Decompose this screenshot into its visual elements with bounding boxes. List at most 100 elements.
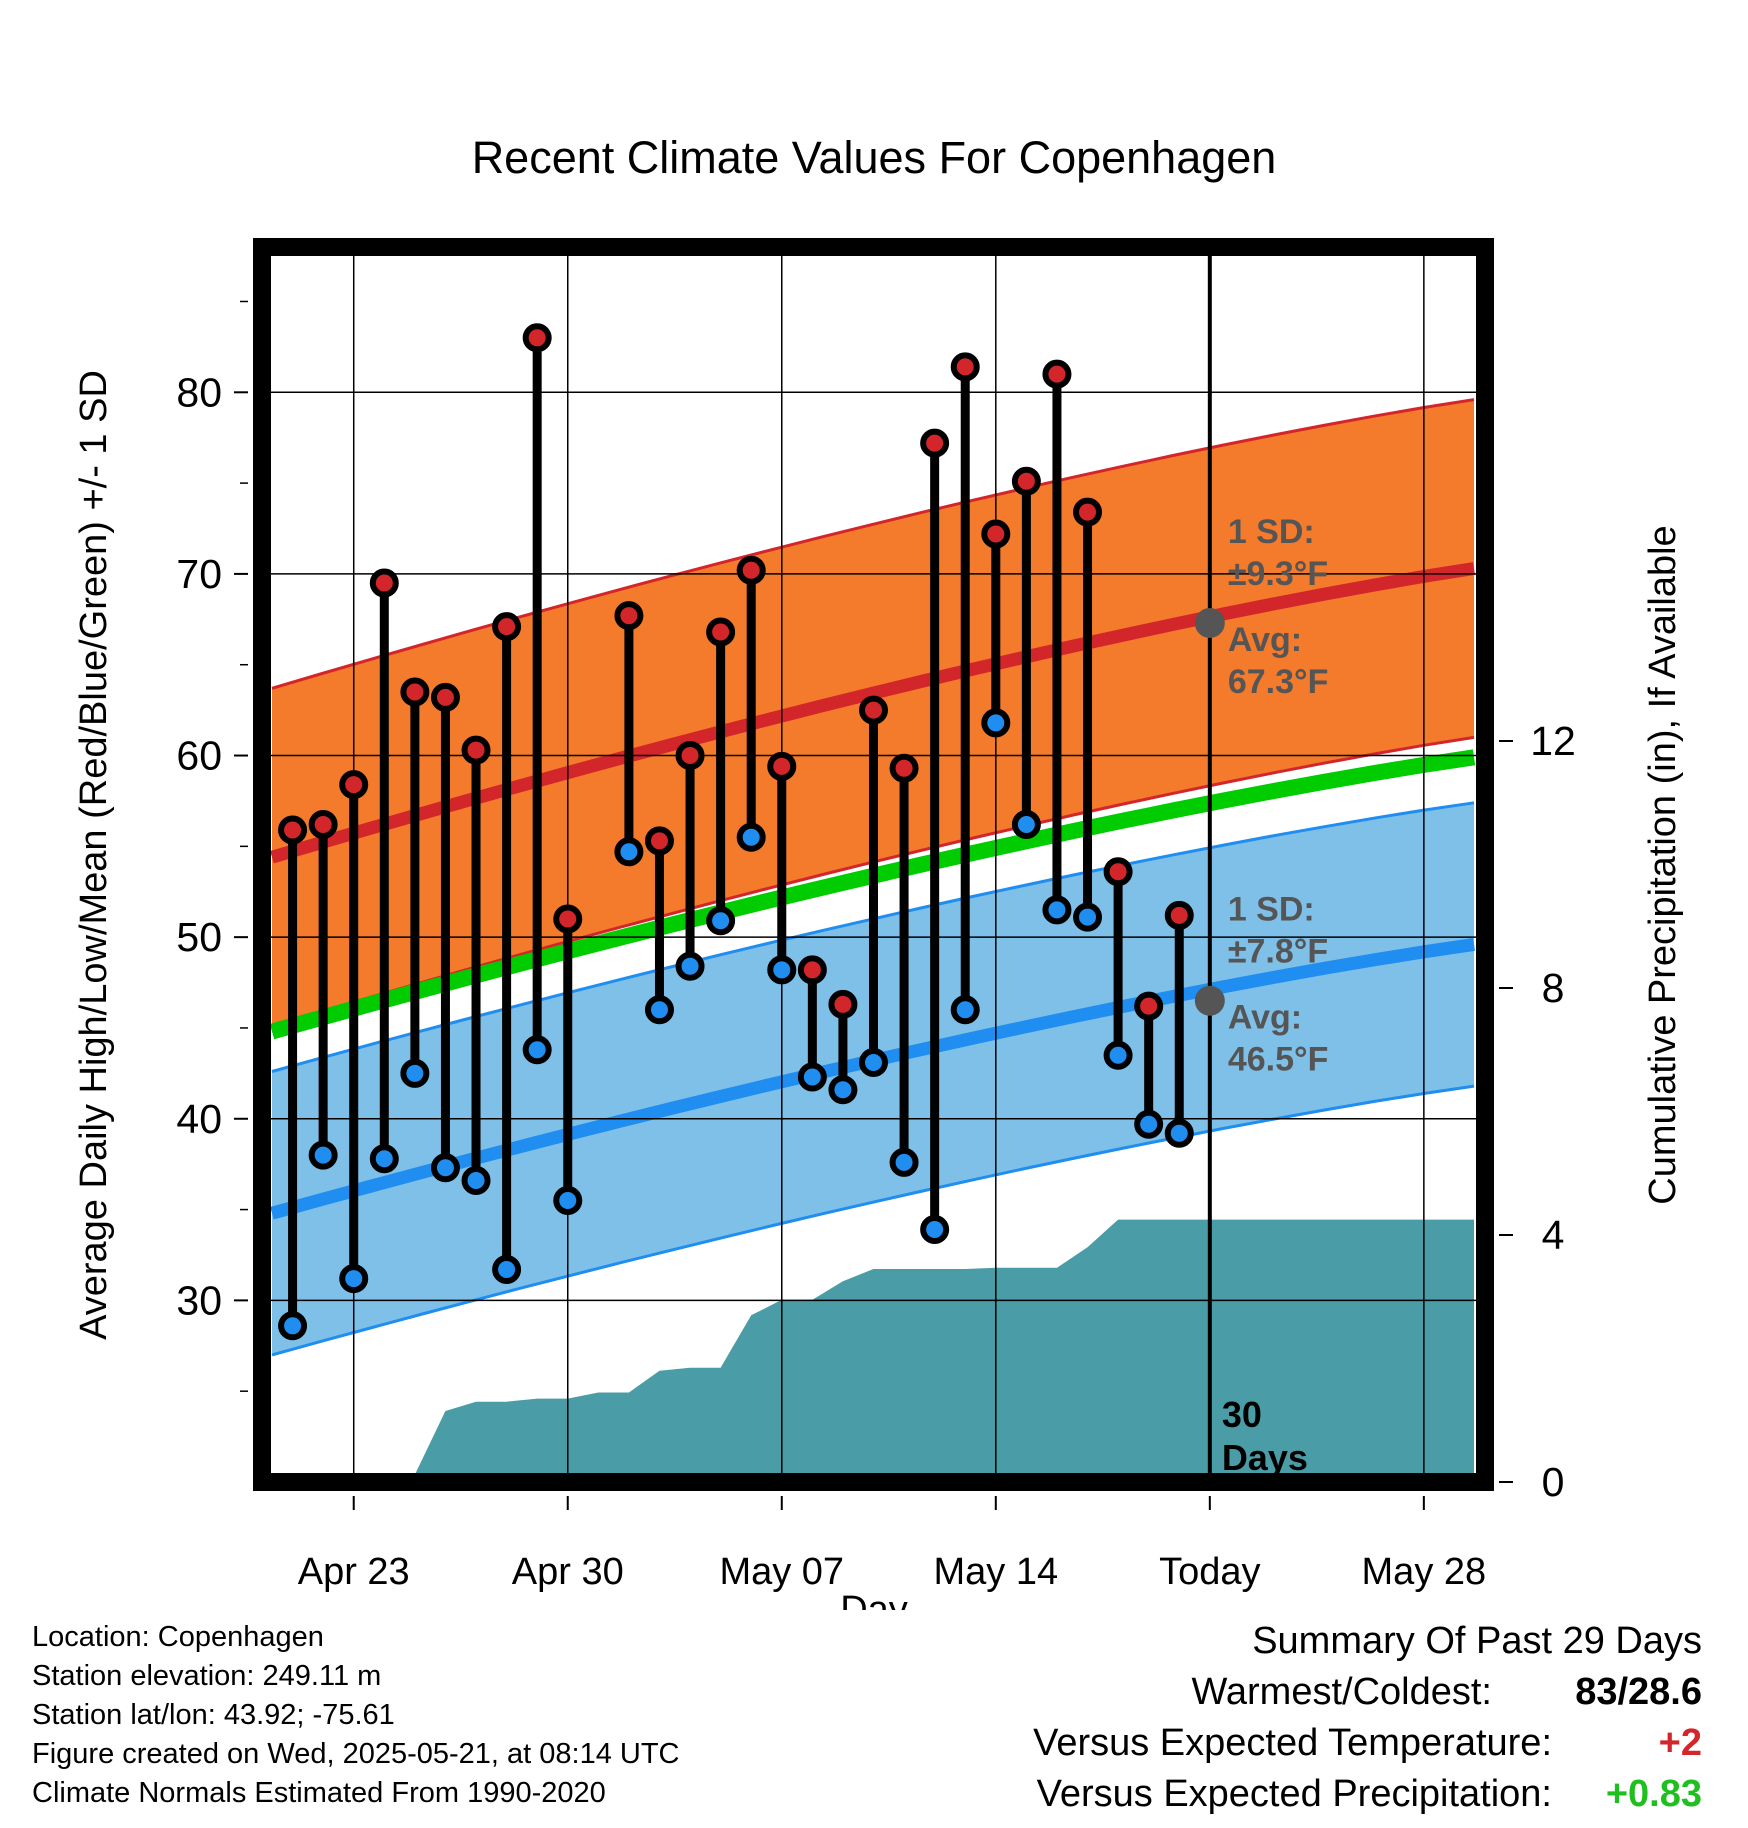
daily-high-point — [736, 555, 766, 585]
window-days-number: 30 — [1222, 1394, 1262, 1435]
y-tick-label: 60 — [176, 733, 222, 779]
x-axis-label: Day — [840, 1589, 908, 1610]
daily-low-point — [1073, 902, 1103, 932]
daily-low-point — [339, 1264, 369, 1294]
daily-high-point — [981, 519, 1011, 549]
daily-high-point — [828, 989, 858, 1019]
y-tick-label: 50 — [176, 914, 222, 960]
daily-high-point — [339, 770, 369, 800]
daily-low-point — [859, 1047, 888, 1077]
daily-high-point — [430, 682, 460, 712]
daily-high-point — [1164, 900, 1194, 930]
daily-high-point — [522, 323, 552, 353]
plot-frame — [253, 238, 1494, 1491]
daily-high-point — [614, 601, 644, 631]
daily-low-point — [1103, 1040, 1133, 1070]
daily-low-point — [920, 1215, 950, 1245]
normals-text: Climate Normals Estimated From 1990-2020 — [32, 1777, 606, 1809]
daily-low-point — [889, 1147, 919, 1177]
low-sd-value: ±7.8°F — [1228, 933, 1328, 971]
daily-high-point — [706, 617, 736, 647]
temp-vs-expected-value: +2 — [1658, 1722, 1702, 1764]
high-sd-value: ±9.3°F — [1228, 555, 1328, 593]
daily-high-point — [920, 428, 950, 458]
daily-low-point — [797, 1062, 827, 1092]
high-avg-value: 67.3°F — [1228, 663, 1329, 701]
daily-low-point — [430, 1153, 460, 1183]
high-sd-band-upper-edge — [271, 398, 1475, 690]
y2-axis-label: Cumulative Precipitation (in), If Availa… — [1642, 525, 1684, 1204]
summary-panel: Summary Of Past 29 Days Warmest/Coldest:… — [1033, 1616, 1702, 1820]
today-low-avg-marker — [1194, 985, 1225, 1016]
climate-chart: Recent Climate Values For Copenhagen 1 S… — [73, 132, 1684, 1610]
daily-high-point — [1011, 466, 1041, 496]
chart-title: Recent Climate Values For Copenhagen — [472, 132, 1277, 183]
daily-high-point — [369, 568, 399, 598]
window-days-label: Days — [1222, 1437, 1308, 1478]
y-tick-label: 40 — [176, 1096, 222, 1142]
warm-cold-value: 83/28.6 — [1575, 1671, 1702, 1713]
x-tick-label: Today — [1159, 1551, 1260, 1593]
y-axis-label: Average Daily High/Low/Mean (Red/Blue/Gr… — [73, 370, 115, 1340]
y2-tick-label: 12 — [1530, 718, 1576, 764]
daily-high-point — [308, 810, 338, 840]
low-sd-band — [272, 802, 1474, 1355]
daily-low-point — [1011, 810, 1041, 840]
high-sd-label: 1 SD: — [1228, 513, 1315, 551]
daily-low-point — [706, 906, 736, 936]
daily-low-point — [1164, 1118, 1194, 1148]
daily-high-point — [1103, 857, 1133, 887]
daily-low-point — [278, 1311, 308, 1341]
x-tick-label: May 07 — [719, 1551, 844, 1593]
daily-low-point — [492, 1255, 522, 1285]
daily-low-point — [981, 708, 1011, 738]
low-avg-label: Avg: — [1228, 999, 1302, 1037]
elevation-text: Station elevation: 249.11 m — [32, 1660, 382, 1692]
daily-low-point — [614, 837, 644, 867]
daily-high-point — [553, 904, 583, 934]
daily-high-point — [797, 955, 827, 985]
precip-vs-expected-label: Versus Expected Precipitation: — [1036, 1773, 1552, 1815]
x-tick-label: Apr 30 — [512, 1551, 624, 1593]
daily-high-point — [461, 735, 491, 765]
today-high-avg-marker — [1194, 607, 1225, 638]
latlon-text: Station lat/lon: 43.92; -75.61 — [32, 1699, 395, 1731]
precip-vs-expected-value: +0.83 — [1605, 1773, 1702, 1815]
daily-low-point — [1042, 895, 1072, 925]
daily-high-point — [400, 677, 430, 707]
x-tick-label: May 28 — [1362, 1551, 1487, 1593]
daily-high-point — [950, 352, 980, 382]
daily-low-point — [767, 955, 797, 985]
x-tick-label: May 14 — [933, 1551, 1058, 1593]
daily-low-point — [553, 1185, 583, 1215]
low-sd-label: 1 SD: — [1228, 891, 1315, 929]
daily-low-point — [950, 995, 980, 1025]
daily-high-point — [1134, 991, 1164, 1021]
plot-area: 1 SD: ±9.3°F Avg: 67.3°F 1 SD: ±7.8°F Avg: 46.5… — [176, 238, 1576, 1593]
y-tick-label: 80 — [176, 369, 222, 415]
temp-vs-expected-label: Versus Expected Temperature: — [1033, 1722, 1552, 1764]
daily-low-point — [1134, 1109, 1164, 1139]
daily-high-point — [278, 815, 308, 845]
daily-low-point — [522, 1035, 552, 1065]
daily-high-point — [675, 741, 705, 771]
daily-high-point — [889, 753, 919, 783]
high-avg-label: Avg: — [1228, 621, 1302, 659]
y2-tick-label: 4 — [1542, 1212, 1565, 1258]
daily-low-point — [461, 1166, 491, 1196]
daily-low-point — [400, 1058, 430, 1088]
daily-high-point — [767, 751, 797, 781]
precip-area — [292, 1219, 1475, 1482]
warm-cold-label: Warmest/Coldest: — [1191, 1671, 1492, 1713]
y2-tick-label: 8 — [1542, 965, 1565, 1011]
daily-high-point — [1073, 497, 1103, 527]
daily-high-point — [859, 695, 888, 725]
station-info: Location: Copenhagen Station elevation: … — [32, 1618, 680, 1813]
daily-high-point — [644, 826, 674, 856]
daily-high-point — [1042, 359, 1072, 389]
y-tick-label: 70 — [176, 551, 222, 597]
daily-low-point — [644, 995, 674, 1025]
summary-title: Summary Of Past 29 Days — [1252, 1620, 1702, 1662]
x-tick-label: Apr 23 — [298, 1551, 410, 1593]
created-text: Figure created on Wed, 2025-05-21, at 08… — [32, 1738, 680, 1770]
